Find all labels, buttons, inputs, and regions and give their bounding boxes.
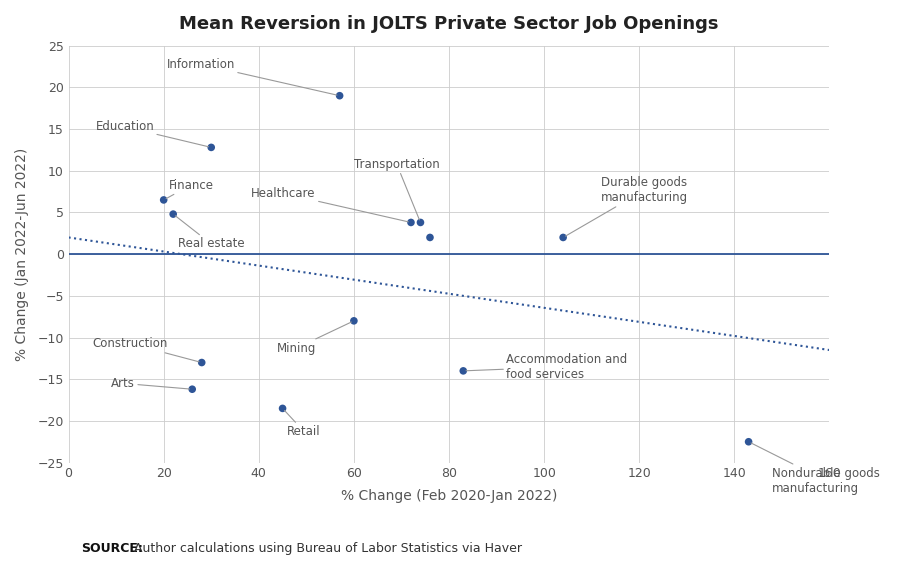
Point xyxy=(275,404,290,413)
Point xyxy=(423,233,437,242)
Text: Healthcare: Healthcare xyxy=(251,187,409,222)
Y-axis label: % Change (Jan 2022-Jun 2022): % Change (Jan 2022-Jun 2022) xyxy=(15,147,29,361)
Text: Accommodation and
food services: Accommodation and food services xyxy=(466,353,627,381)
Text: Arts: Arts xyxy=(112,377,189,390)
Text: Nondurable goods
manufacturing: Nondurable goods manufacturing xyxy=(752,443,880,495)
Text: Mining: Mining xyxy=(276,322,351,354)
Point xyxy=(404,218,419,227)
Title: Mean Reversion in JOLTS Private Sector Job Openings: Mean Reversion in JOLTS Private Sector J… xyxy=(179,15,719,33)
Text: Finance: Finance xyxy=(166,179,213,199)
Text: Durable goods
manufacturing: Durable goods manufacturing xyxy=(565,176,688,236)
Point xyxy=(157,195,171,204)
Point xyxy=(346,316,361,325)
Text: Retail: Retail xyxy=(284,410,321,438)
Point xyxy=(166,209,180,218)
Point xyxy=(332,91,347,100)
X-axis label: % Change (Feb 2020-Jan 2022): % Change (Feb 2020-Jan 2022) xyxy=(341,489,557,503)
Text: Information: Information xyxy=(166,57,337,95)
Point xyxy=(742,437,756,446)
Text: Real estate: Real estate xyxy=(176,216,245,250)
Point xyxy=(185,385,200,394)
Point xyxy=(413,218,428,227)
Text: SOURCE:: SOURCE: xyxy=(81,542,143,555)
Point xyxy=(204,143,219,152)
Point xyxy=(556,233,571,242)
Point xyxy=(456,366,471,376)
Text: Transportation: Transportation xyxy=(354,158,439,220)
Text: Construction: Construction xyxy=(93,337,199,362)
Text: Author calculations using Bureau of Labor Statistics via Haver: Author calculations using Bureau of Labo… xyxy=(130,542,523,555)
Text: Education: Education xyxy=(95,120,209,147)
Point xyxy=(194,358,209,367)
